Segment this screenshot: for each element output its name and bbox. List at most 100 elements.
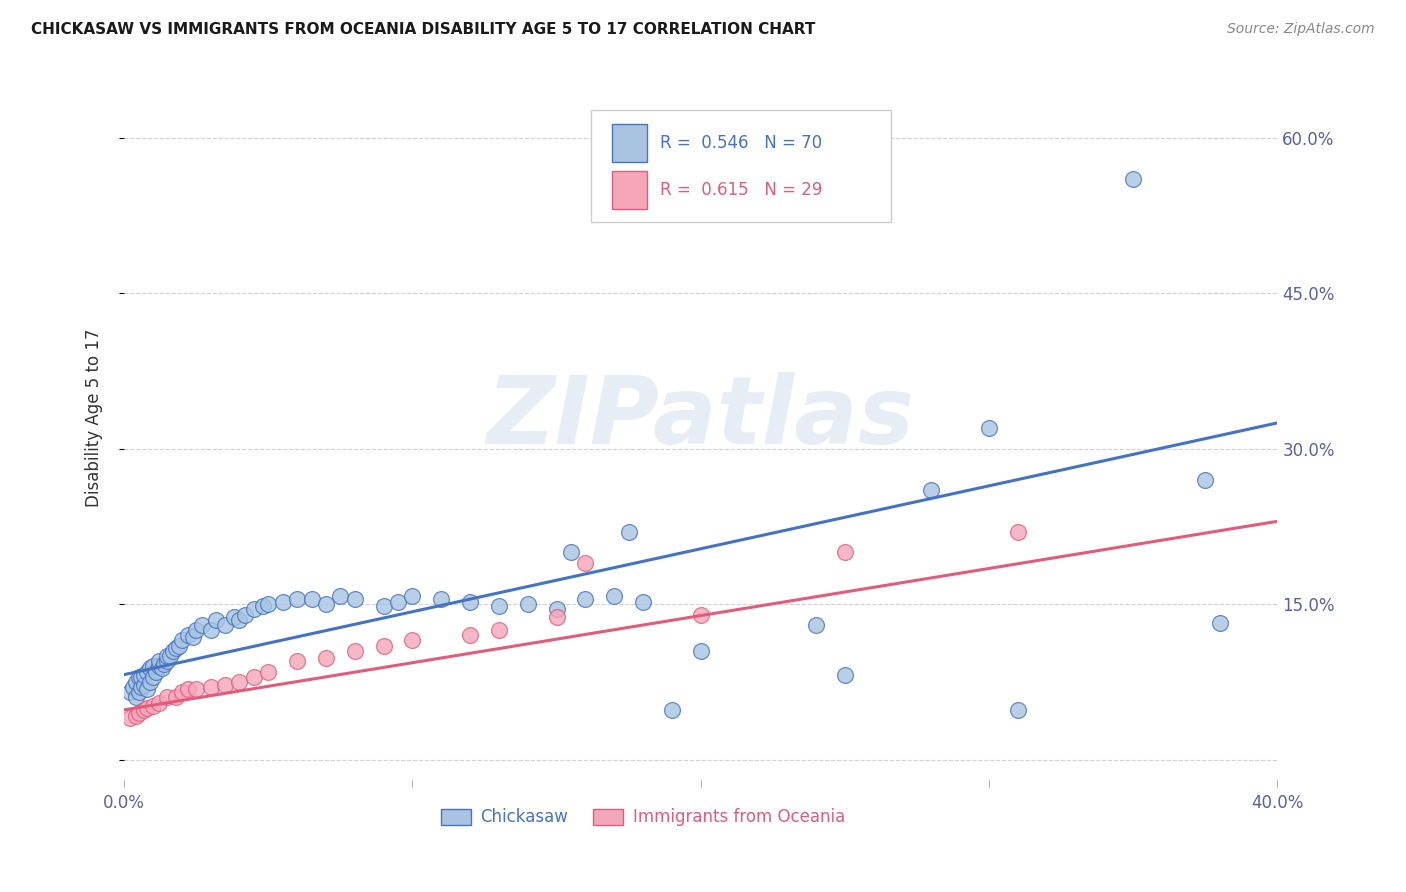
Point bbox=[176, 628, 198, 642]
Point bbox=[631, 595, 654, 609]
Point bbox=[134, 678, 156, 692]
Point bbox=[121, 680, 143, 694]
Y-axis label: Disability Age 5 to 17: Disability Age 5 to 17 bbox=[86, 328, 103, 507]
Point bbox=[170, 633, 193, 648]
Point bbox=[560, 545, 582, 559]
Point bbox=[401, 633, 423, 648]
Point bbox=[574, 556, 596, 570]
Point bbox=[401, 589, 423, 603]
Point bbox=[804, 618, 827, 632]
Point bbox=[214, 678, 236, 692]
Point bbox=[228, 674, 250, 689]
Text: CHICKASAW VS IMMIGRANTS FROM OCEANIA DISABILITY AGE 5 TO 17 CORRELATION CHART: CHICKASAW VS IMMIGRANTS FROM OCEANIA DIS… bbox=[31, 22, 815, 37]
Point bbox=[156, 654, 179, 668]
Bar bbox=[612, 171, 647, 209]
Point bbox=[1209, 615, 1232, 630]
Point bbox=[661, 703, 683, 717]
Point bbox=[162, 644, 184, 658]
Point bbox=[343, 644, 366, 658]
Bar bbox=[612, 124, 647, 161]
Point bbox=[834, 667, 856, 681]
Point bbox=[315, 651, 337, 665]
Point bbox=[834, 545, 856, 559]
Point bbox=[488, 623, 510, 637]
Point bbox=[387, 595, 409, 609]
Point bbox=[148, 659, 170, 673]
Point bbox=[516, 597, 538, 611]
Point bbox=[574, 592, 596, 607]
Legend: Chickasaw, Immigrants from Oceania: Chickasaw, Immigrants from Oceania bbox=[440, 808, 845, 826]
Point bbox=[488, 599, 510, 614]
Point bbox=[134, 703, 156, 717]
Point bbox=[170, 685, 193, 699]
Point bbox=[214, 618, 236, 632]
Point bbox=[145, 665, 167, 679]
Point bbox=[124, 674, 146, 689]
Point bbox=[156, 690, 179, 705]
Point bbox=[373, 599, 395, 614]
Point bbox=[186, 623, 208, 637]
Point bbox=[128, 670, 150, 684]
Point bbox=[153, 657, 176, 672]
Point bbox=[257, 665, 280, 679]
Point bbox=[301, 592, 323, 607]
Point bbox=[118, 711, 141, 725]
Point bbox=[222, 609, 245, 624]
Point bbox=[285, 592, 308, 607]
Point bbox=[128, 685, 150, 699]
Point bbox=[128, 706, 150, 720]
Point bbox=[458, 628, 481, 642]
Point bbox=[1194, 473, 1216, 487]
Point bbox=[186, 682, 208, 697]
Point bbox=[458, 595, 481, 609]
Point bbox=[252, 599, 274, 614]
Point bbox=[150, 661, 173, 675]
Point bbox=[689, 607, 711, 622]
Text: ZIPatlas: ZIPatlas bbox=[486, 372, 915, 464]
Point bbox=[1122, 172, 1144, 186]
Point bbox=[136, 665, 159, 679]
Point bbox=[315, 597, 337, 611]
Point bbox=[1007, 524, 1029, 539]
Point bbox=[977, 421, 1000, 435]
Point bbox=[136, 682, 159, 697]
Point bbox=[285, 654, 308, 668]
Point bbox=[920, 483, 942, 498]
Point bbox=[165, 640, 187, 655]
Point bbox=[617, 524, 640, 539]
Point bbox=[243, 670, 266, 684]
Point bbox=[131, 670, 153, 684]
Point bbox=[142, 698, 165, 713]
Point bbox=[124, 709, 146, 723]
Point bbox=[271, 595, 294, 609]
Point bbox=[228, 613, 250, 627]
Point bbox=[257, 597, 280, 611]
Point bbox=[546, 609, 568, 624]
Point bbox=[1007, 703, 1029, 717]
Point bbox=[603, 589, 626, 603]
Point bbox=[546, 602, 568, 616]
Point bbox=[165, 690, 187, 705]
FancyBboxPatch shape bbox=[591, 110, 891, 222]
Point bbox=[183, 631, 205, 645]
Point bbox=[134, 667, 156, 681]
Point bbox=[148, 696, 170, 710]
Point bbox=[159, 648, 181, 663]
Point bbox=[156, 648, 179, 663]
Point bbox=[200, 680, 222, 694]
Point bbox=[200, 623, 222, 637]
Point bbox=[329, 589, 352, 603]
Point bbox=[131, 680, 153, 694]
Point bbox=[343, 592, 366, 607]
Point bbox=[176, 682, 198, 697]
Point bbox=[373, 639, 395, 653]
Point bbox=[139, 661, 162, 675]
Text: Source: ZipAtlas.com: Source: ZipAtlas.com bbox=[1227, 22, 1375, 37]
Point bbox=[148, 654, 170, 668]
Point bbox=[205, 613, 228, 627]
Point bbox=[124, 690, 146, 705]
Point bbox=[139, 674, 162, 689]
Point bbox=[118, 685, 141, 699]
Point bbox=[142, 659, 165, 673]
Point bbox=[689, 644, 711, 658]
